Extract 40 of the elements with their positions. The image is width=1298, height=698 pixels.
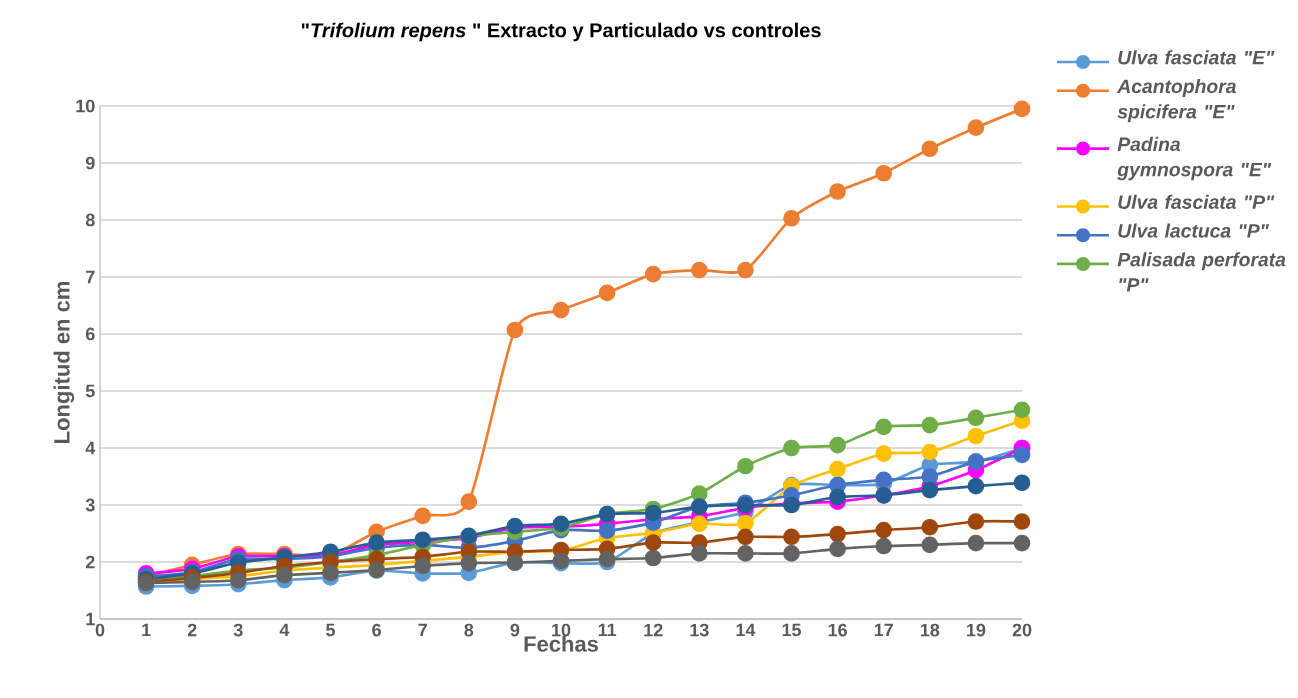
x-tick-label: 14	[736, 623, 756, 637]
legend-label: Acantophora spicifera "E"	[1116, 78, 1236, 123]
y-axis-title: Longitud en cm	[53, 281, 75, 443]
x-tick-label: 10	[552, 623, 571, 637]
y-tick-label: 10	[76, 99, 95, 113]
x-tick-label: 2	[187, 623, 197, 637]
x-tick-label: 12	[644, 623, 663, 637]
x-tick-label: 19	[967, 623, 986, 637]
legend-label: Ulva fasciata "P"	[1118, 194, 1275, 209]
y-tick-label: 3	[85, 498, 95, 512]
x-tick-label: 1	[142, 623, 151, 637]
x-tick-label: 7	[418, 623, 427, 637]
x-tick-label: 20	[1012, 623, 1032, 637]
legend-label: Ulva fasciata "E"	[1118, 50, 1275, 65]
y-tick-label: 9	[85, 156, 95, 170]
y-tick-label: 6	[85, 327, 95, 341]
x-tick-label: 5	[326, 623, 336, 637]
x-tick-label: 11	[598, 623, 617, 637]
x-tick-label: 0	[95, 623, 105, 637]
y-tick-label: 2	[85, 555, 95, 569]
legend-label: Ulva lactuca "P"	[1118, 223, 1270, 238]
x-tick-label: 9	[510, 623, 520, 637]
x-tick-label: 13	[690, 623, 709, 637]
x-tick-label: 6	[372, 623, 381, 637]
y-tick-label: 1	[86, 612, 95, 626]
y-tick-label: 7	[86, 270, 95, 284]
y-tick-label: 8	[85, 213, 95, 227]
x-tick-label: 3	[233, 623, 243, 637]
x-tick-label: 8	[464, 623, 474, 637]
legend-label: Palisada perforata "P"	[1117, 252, 1286, 292]
y-tick-label: 5	[85, 384, 95, 398]
x-tick-label: 4	[279, 623, 290, 637]
x-tick-label: 15	[782, 623, 802, 637]
y-tick-label: 4	[85, 441, 96, 455]
x-tick-label: 16	[828, 623, 847, 637]
x-axis-title: Fechas	[524, 635, 599, 652]
legend-label: Padina gymnospora "E"	[1117, 136, 1272, 181]
chart-title: "Trifolium repens " Extracto y Particulado vs controles	[301, 22, 821, 42]
x-tick-label: 18	[920, 623, 940, 637]
x-tick-label: 17	[874, 623, 893, 637]
